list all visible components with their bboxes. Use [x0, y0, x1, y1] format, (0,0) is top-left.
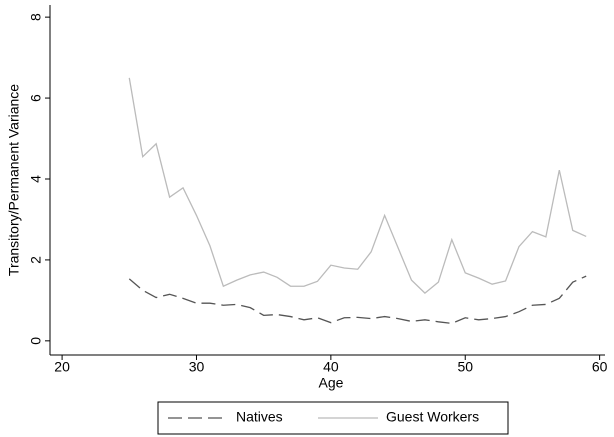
series-line — [128, 77, 587, 294]
x-tick-label: 60 — [592, 359, 608, 375]
legend-label: Guest Workers — [386, 409, 479, 425]
x-tick-label: 30 — [189, 359, 205, 375]
x-tick-label: 50 — [457, 359, 473, 375]
legend-label: Natives — [236, 409, 283, 425]
y-tick-label: 8 — [28, 13, 44, 21]
y-tick-label: 0 — [28, 337, 44, 345]
y-tick-label: 4 — [28, 175, 44, 183]
y-axis-label: Transitory/Permanent Variance — [6, 84, 22, 276]
series-line — [128, 275, 587, 325]
x-axis-label: Age — [319, 375, 344, 391]
y-tick-label: 6 — [28, 94, 44, 102]
x-tick-label: 20 — [54, 359, 70, 375]
y-tick-label: 2 — [28, 256, 44, 264]
x-tick-label: 40 — [323, 359, 339, 375]
